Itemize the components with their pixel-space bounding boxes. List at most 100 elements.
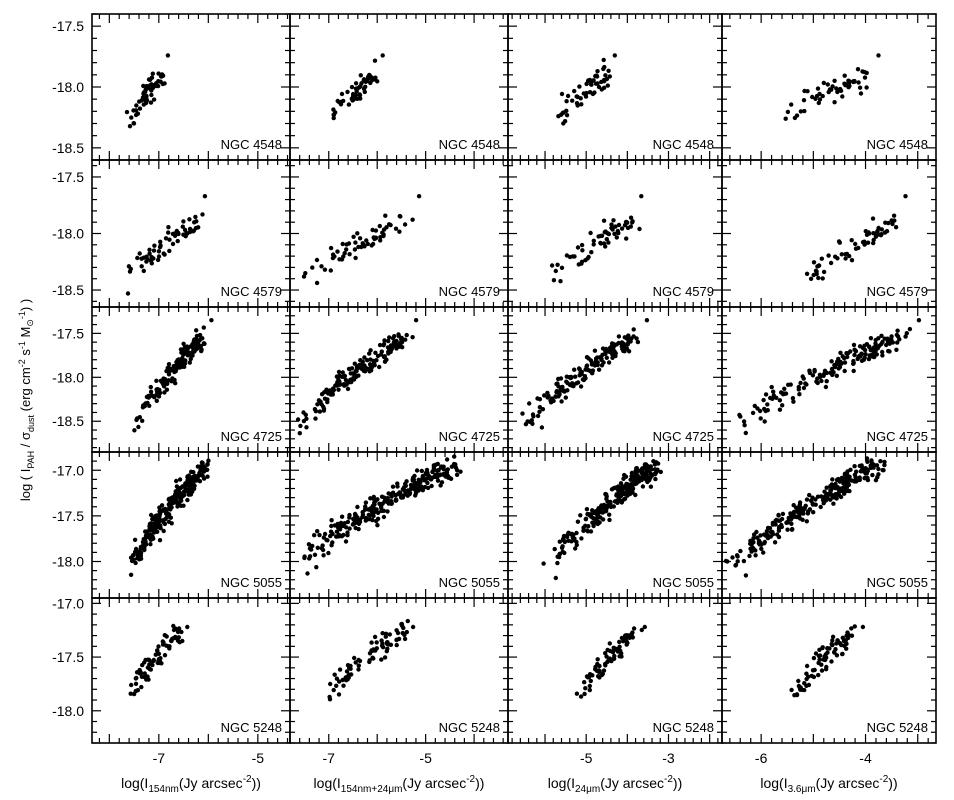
data-point: [624, 236, 629, 241]
data-point: [840, 651, 845, 657]
data-point: [804, 519, 809, 524]
data-point: [176, 626, 182, 631]
data-point: [783, 116, 788, 121]
data-points: [327, 618, 416, 702]
data-point: [842, 368, 847, 374]
data-point: [436, 468, 441, 473]
data-point: [855, 67, 861, 72]
data-point: [328, 268, 333, 273]
data-point: [344, 669, 350, 674]
data-point: [171, 499, 177, 504]
data-point: [341, 254, 346, 259]
data-point: [723, 558, 729, 564]
data-point: [301, 274, 307, 279]
data-point: [201, 341, 207, 347]
data-point: [834, 373, 839, 378]
data-point: [585, 78, 591, 84]
data-point: [632, 481, 638, 486]
data-point: [140, 418, 145, 423]
panel-r3-c1: NGC 5055: [289, 451, 509, 599]
data-point: [135, 255, 140, 261]
data-point: [655, 467, 660, 472]
data-point: [386, 222, 392, 227]
data-point: [161, 528, 166, 534]
data-point: [409, 486, 414, 491]
data-point: [805, 89, 810, 94]
data-point: [572, 88, 577, 94]
data-point: [834, 485, 839, 491]
panel-r4-c0: -17.0 -17.5 -18.0 -7 -5 NGC 5248: [52, 595, 291, 766]
data-point: [619, 340, 625, 345]
data-point: [873, 348, 878, 353]
y-tick-label: -18.0: [52, 79, 84, 95]
data-point: [353, 512, 358, 518]
data-point: [405, 488, 411, 493]
data-point: [166, 519, 172, 524]
data-point: [568, 375, 573, 381]
data-point: [862, 467, 868, 472]
data-point: [750, 410, 756, 416]
data-point: [382, 354, 387, 359]
data-point: [188, 356, 193, 362]
data-point: [742, 423, 747, 428]
data-point: [804, 497, 810, 502]
data-point: [828, 260, 834, 266]
data-point: [611, 504, 616, 509]
data-point: [864, 456, 870, 461]
data-point: [829, 366, 835, 372]
data-point: [340, 677, 345, 683]
data-point: [575, 245, 581, 250]
data-point: [876, 466, 881, 472]
data-point: [625, 342, 630, 347]
data-point: [556, 554, 562, 560]
data-point: [842, 360, 848, 365]
data-point: [801, 511, 806, 516]
data-point: [868, 336, 874, 341]
data-point: [805, 511, 811, 516]
data-point: [341, 683, 346, 688]
data-point: [577, 373, 582, 378]
data-point: [871, 345, 877, 350]
data-point: [139, 684, 144, 690]
data-point: [619, 484, 625, 489]
data-point: [853, 349, 859, 354]
data-point: [737, 412, 742, 418]
data-point: [330, 255, 336, 261]
data-point: [852, 464, 857, 469]
data-point: [816, 275, 821, 281]
data-point: [559, 265, 565, 270]
data-point: [142, 547, 147, 553]
data-point: [907, 326, 913, 332]
data-point: [621, 490, 626, 495]
data-point: [588, 678, 593, 684]
data-point: [416, 194, 422, 199]
data-point: [599, 356, 604, 361]
data-point: [319, 264, 324, 269]
data-point: [630, 220, 635, 225]
data-point: [553, 394, 558, 399]
data-point: [330, 392, 335, 397]
data-point: [599, 672, 604, 678]
data-point: [177, 477, 183, 482]
data-point: [334, 383, 339, 388]
data-point: [167, 248, 172, 254]
data-point: [555, 560, 560, 566]
data-point: [878, 233, 884, 238]
data-point: [187, 217, 192, 222]
data-point: [834, 653, 840, 658]
data-point: [628, 477, 633, 482]
data-point: [149, 92, 154, 98]
data-point: [377, 342, 383, 348]
data-point: [765, 525, 771, 531]
data-point: [535, 413, 541, 419]
data-point: [410, 335, 415, 340]
data-point: [790, 396, 796, 401]
data-point: [851, 368, 856, 374]
data-point: [345, 677, 350, 682]
data-point: [374, 507, 379, 512]
data-point: [820, 93, 825, 99]
data-point: [336, 369, 342, 375]
data-point: [596, 367, 602, 372]
data-point: [353, 660, 358, 665]
